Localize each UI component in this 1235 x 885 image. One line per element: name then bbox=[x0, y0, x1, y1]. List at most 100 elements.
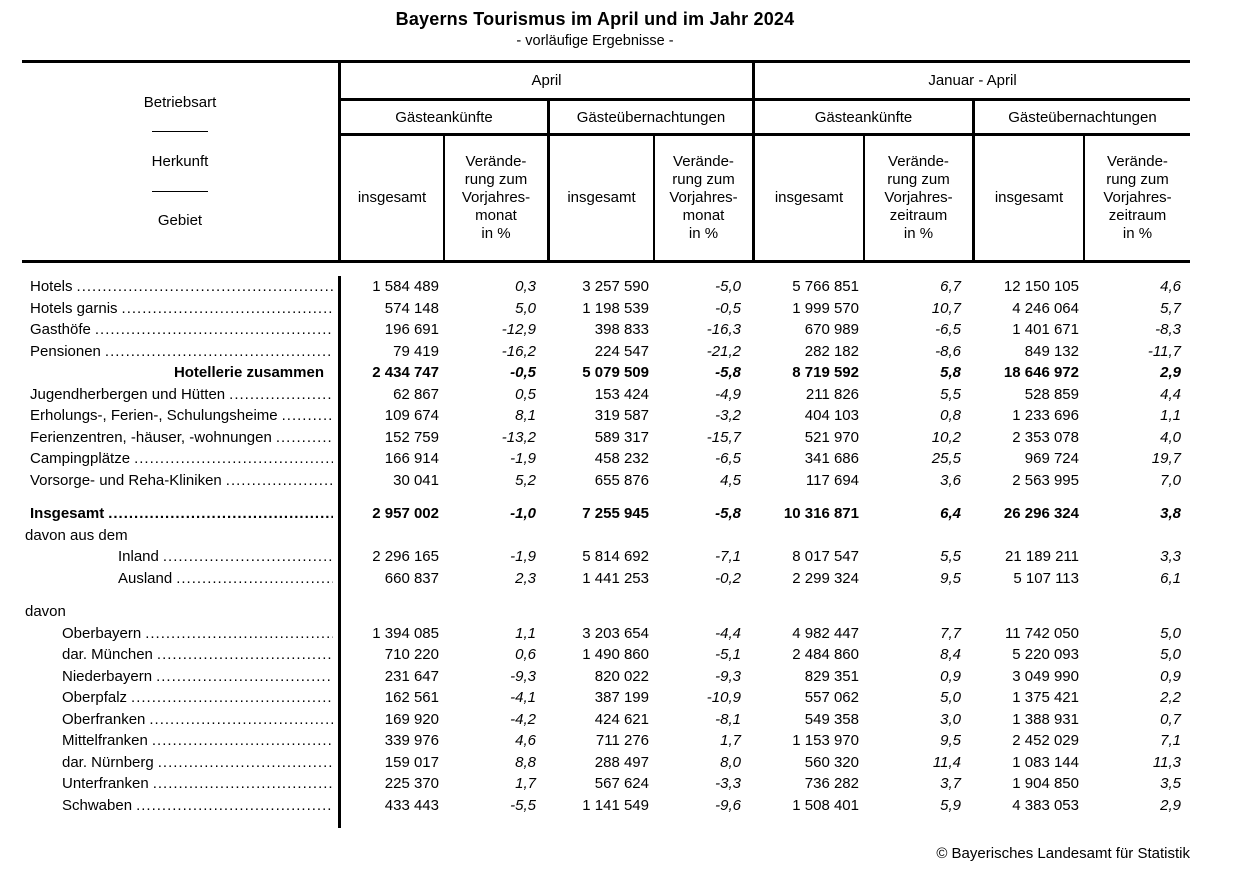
table-row: Vorsorge- und Reha-Kliniken 30 041 5,2 655 … bbox=[22, 469, 1190, 491]
row-label-text: Oberpfalz bbox=[62, 689, 128, 706]
value-cell-change-pct: -5,1 bbox=[715, 646, 741, 663]
value-cell-change-pct: 4,4 bbox=[1160, 385, 1181, 403]
dot-leader bbox=[152, 730, 333, 752]
dot-leader bbox=[176, 568, 333, 590]
row-label-text: Inland bbox=[118, 548, 159, 565]
stub-divider bbox=[152, 190, 208, 192]
value-cell-change-pct: 0,6 bbox=[515, 646, 536, 663]
value-cell-total: 458 232 bbox=[594, 450, 649, 467]
value-cell-total: 5 107 113 bbox=[1013, 569, 1079, 587]
value-cell-total: 224 547 bbox=[594, 342, 649, 360]
value-cell-change-pct: 5,0 bbox=[1160, 624, 1181, 642]
value-cell-total: 7 255 945 bbox=[582, 505, 649, 522]
value-cell-change-pct: -8,3 bbox=[1155, 321, 1181, 338]
value-cell-change-pct: -11,7 bbox=[1147, 342, 1181, 360]
row-label: Inland bbox=[22, 546, 341, 568]
value-cell-change-pct: 3,6 bbox=[940, 471, 961, 489]
value-cell-total: 849 132 bbox=[1024, 342, 1079, 360]
value-cell-change-pct: 6,4 bbox=[940, 505, 961, 522]
value-cell-total: 528 859 bbox=[1024, 385, 1079, 403]
value-cell-total: 574 148 bbox=[384, 299, 439, 317]
value-cell-change-pct: 8,8 bbox=[515, 753, 536, 771]
table-row: Insgesamt 2 957 002 -1,0 7 255 945 -5,8 10 31… bbox=[22, 503, 1190, 525]
row-label: Erholungs-, Ferien-, Schulungsheime bbox=[22, 405, 341, 427]
value-cell-total: 655 876 bbox=[594, 471, 649, 489]
dot-leader bbox=[122, 298, 333, 320]
row-label-text: Hotels bbox=[30, 278, 73, 295]
value-cell-change-pct: -3,2 bbox=[715, 407, 741, 424]
value-cell-change-pct: 5,8 bbox=[940, 364, 961, 381]
value-cell-change-pct: -9,3 bbox=[510, 667, 536, 685]
value-cell-change-pct: -8,6 bbox=[935, 342, 961, 360]
dot-leader bbox=[77, 276, 333, 298]
table-row: Hotels 1 584 489 0,3 3 257 590 -5,0 5 766 851… bbox=[22, 276, 1190, 298]
dot-leader bbox=[105, 341, 333, 363]
table-row: Niederbayern 231 647 -9,3 820 022 -9,3 829 35… bbox=[22, 665, 1190, 687]
value-cell-total: 231 647 bbox=[384, 667, 439, 685]
value-cell-change-pct: 2,9 bbox=[1160, 796, 1181, 814]
dot-leader bbox=[108, 503, 333, 525]
value-cell-total: 4 246 064 bbox=[1012, 299, 1079, 317]
value-cell-change-pct: 1,7 bbox=[515, 775, 536, 792]
value-cell-total: 319 587 bbox=[594, 407, 649, 424]
row-label-text: Insgesamt bbox=[30, 505, 105, 522]
value-cell-change-pct: 5,2 bbox=[515, 471, 536, 489]
value-cell-change-pct: 7,7 bbox=[940, 624, 961, 642]
row-label-text: Ausland bbox=[118, 569, 173, 587]
value-cell-change-pct: -4,2 bbox=[510, 710, 536, 728]
value-cell-change-pct: 1,7 bbox=[720, 732, 741, 749]
value-cell-change-pct: -13,2 bbox=[501, 428, 536, 446]
row-label: Oberpfalz bbox=[22, 687, 341, 709]
row-label-text: Ferienzentren, -häuser, -wohnungen bbox=[30, 428, 272, 446]
value-cell-change-pct: 5,0 bbox=[515, 299, 536, 317]
value-cell-total: 521 970 bbox=[804, 428, 859, 446]
row-label: Unterfranken bbox=[22, 773, 341, 795]
row-label-text: Niederbayern bbox=[62, 667, 153, 685]
row-label: Pensionen bbox=[22, 340, 341, 363]
tourism-table: Betriebsart Herkunft Gebiet April Januar… bbox=[22, 60, 1190, 828]
value-cell-total: 339 976 bbox=[384, 732, 439, 749]
value-cell-change-pct: 5,0 bbox=[940, 689, 961, 706]
col-header-veraenderung-4: Verände- rung zum Vorjahres- zeitraum in… bbox=[1103, 153, 1172, 242]
table-row: Inland 2 296 165 -1,9 5 814 692 -7,1 8 017 54… bbox=[22, 546, 1190, 568]
col-header-veraenderung-2: Verände- rung zum Vorjahres- monat in % bbox=[655, 136, 755, 260]
table-spacer-row bbox=[22, 816, 1190, 828]
value-cell-change-pct: -8,1 bbox=[715, 710, 741, 728]
value-cell-total: 5 814 692 bbox=[582, 548, 649, 565]
value-cell-total: 1 198 539 bbox=[582, 299, 649, 317]
row-label-text: Erholungs-, Ferien-, Schulungsheime bbox=[30, 407, 278, 424]
value-cell-total: 398 833 bbox=[594, 321, 649, 338]
value-cell-change-pct: 2,3 bbox=[515, 569, 536, 587]
value-cell-total: 11 742 050 bbox=[1005, 624, 1079, 642]
value-cell-total: 5 079 509 bbox=[582, 364, 649, 381]
value-cell-change-pct: 9,5 bbox=[940, 732, 961, 749]
value-cell-change-pct: 5,5 bbox=[940, 548, 961, 565]
table-spacer-row bbox=[22, 491, 1190, 503]
value-cell-total: 169 920 bbox=[384, 710, 439, 728]
value-cell-total: 341 686 bbox=[804, 450, 859, 467]
value-cell-change-pct: 3,8 bbox=[1160, 505, 1181, 522]
value-cell-change-pct: -0,5 bbox=[510, 364, 536, 381]
table-row: davon bbox=[22, 601, 1190, 623]
value-cell-total: 549 358 bbox=[804, 710, 859, 728]
table-row: Schwaben 433 443 -5,5 1 141 549 -9,6 1 508 40… bbox=[22, 794, 1190, 816]
value-cell-change-pct: 3,3 bbox=[1160, 548, 1181, 565]
value-cell-total: 1 375 421 bbox=[1012, 689, 1079, 706]
value-cell-total: 2 563 995 bbox=[1012, 471, 1079, 489]
dot-leader bbox=[131, 687, 333, 709]
value-cell-total: 2 299 324 bbox=[792, 569, 859, 587]
value-cell-total: 969 724 bbox=[1024, 450, 1079, 467]
dot-leader bbox=[163, 546, 333, 568]
value-cell-change-pct: 0,3 bbox=[515, 278, 536, 295]
period-header-april: April bbox=[341, 63, 755, 101]
value-cell-total: 1 584 489 bbox=[372, 278, 439, 295]
row-label-text: davon aus dem bbox=[25, 526, 128, 544]
table-row: Unterfranken 225 370 1,7 567 624 -3,3 736 282… bbox=[22, 773, 1190, 795]
value-cell-change-pct: 0,9 bbox=[940, 667, 961, 685]
value-cell-change-pct: 3,0 bbox=[940, 710, 961, 728]
value-cell-change-pct: -16,3 bbox=[706, 321, 741, 338]
col-header-veraenderung-3: Verände- rung zum Vorjahres- zeitraum in… bbox=[865, 136, 975, 260]
value-cell-change-pct: 6,7 bbox=[940, 278, 961, 295]
page-subtitle: - vorläufige Ergebnisse - bbox=[516, 33, 674, 49]
table-row: Campingplätze 166 914 -1,9 458 232 -6,5 341 6… bbox=[22, 448, 1190, 470]
